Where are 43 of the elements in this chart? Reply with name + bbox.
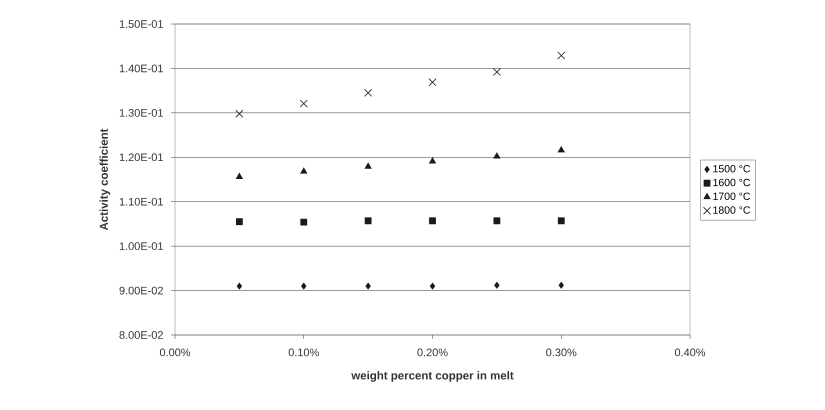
point xyxy=(493,152,500,159)
point xyxy=(236,282,242,290)
y-tick-label: 1.00E-01 xyxy=(120,242,163,250)
point xyxy=(493,217,500,224)
x-tick-label: 0.40% xyxy=(674,348,706,356)
point xyxy=(430,282,436,290)
point xyxy=(364,217,372,224)
x-axis-title: weight percent copper in melt xyxy=(351,371,514,382)
legend-label: 1500 °C xyxy=(713,165,750,172)
point xyxy=(492,68,501,76)
point xyxy=(429,157,436,164)
point xyxy=(558,282,564,289)
point xyxy=(365,282,371,290)
point xyxy=(558,217,565,224)
point xyxy=(236,218,243,226)
point xyxy=(300,218,308,226)
legend-label: 1800 °C xyxy=(713,206,750,214)
point xyxy=(301,282,306,290)
point xyxy=(235,110,244,118)
y-tick-label: 1.40E-01 xyxy=(120,64,163,72)
point xyxy=(494,282,500,289)
x-tick-label: 0.20% xyxy=(417,348,448,356)
point xyxy=(558,146,565,152)
x-tick-label: 0.10% xyxy=(288,348,319,356)
legend-label: 1700 °C xyxy=(713,192,750,200)
point xyxy=(557,52,566,60)
point xyxy=(364,88,372,97)
x-tick-label: 0.00% xyxy=(160,348,190,356)
point xyxy=(300,168,308,174)
y-tick-label: 1.50E-01 xyxy=(120,20,163,28)
point xyxy=(429,217,436,224)
y-tick-label: 8.00E-02 xyxy=(119,331,163,339)
y-tick-label: 1.20E-01 xyxy=(120,153,163,162)
point xyxy=(364,162,372,169)
point xyxy=(428,78,436,86)
y-tick-label: 1.30E-01 xyxy=(120,108,163,117)
y-tick-label: 9.00E-02 xyxy=(120,286,163,294)
x-tick-label: 0.30% xyxy=(546,348,576,356)
legend-label: 1600 °C xyxy=(713,178,750,186)
y-tick-label: 1.10E-01 xyxy=(120,198,163,206)
point xyxy=(300,100,308,108)
y-axis-title: Activity coefficient xyxy=(99,128,110,230)
point xyxy=(236,172,243,179)
